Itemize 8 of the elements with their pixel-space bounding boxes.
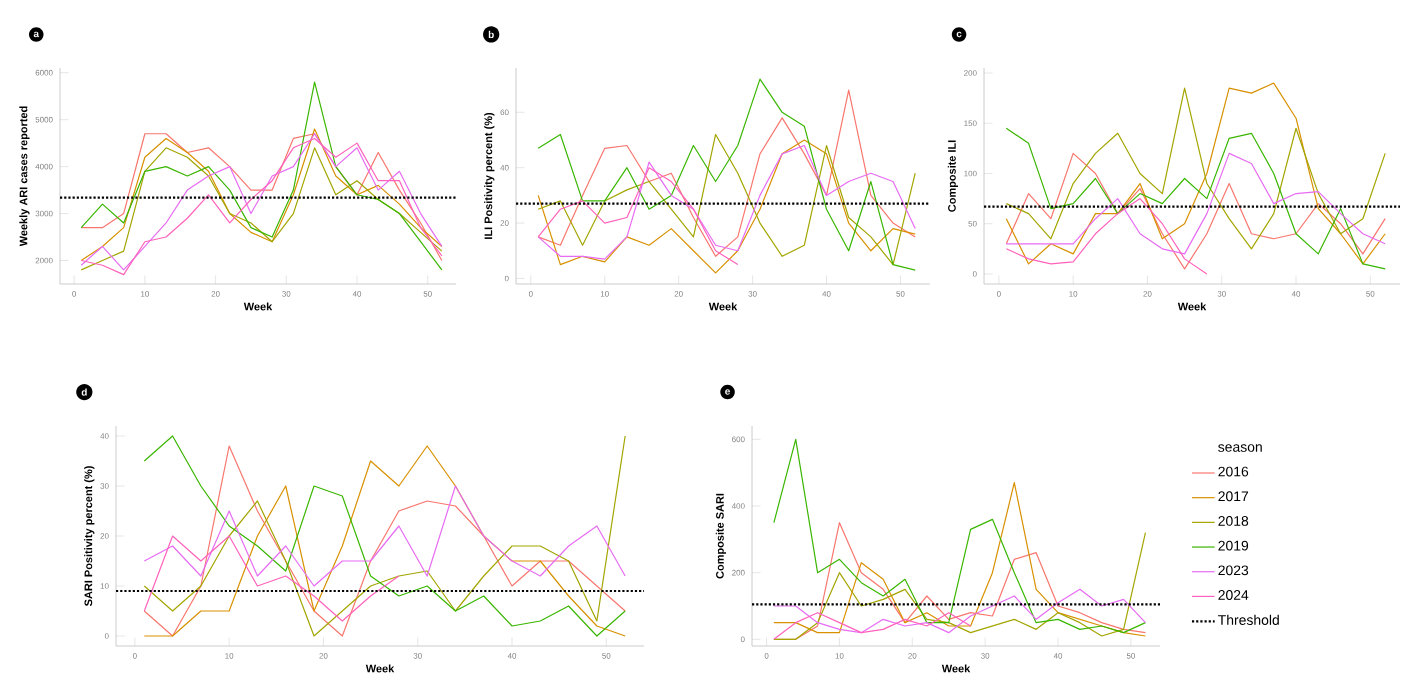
line-series bbox=[1005, 197, 1208, 275]
line-series bbox=[80, 81, 443, 271]
line-series bbox=[143, 485, 626, 587]
line-series bbox=[537, 167, 739, 266]
line-series bbox=[143, 535, 400, 622]
line-series bbox=[773, 612, 972, 640]
line-series bbox=[773, 438, 1147, 634]
line-series bbox=[1005, 127, 1386, 270]
